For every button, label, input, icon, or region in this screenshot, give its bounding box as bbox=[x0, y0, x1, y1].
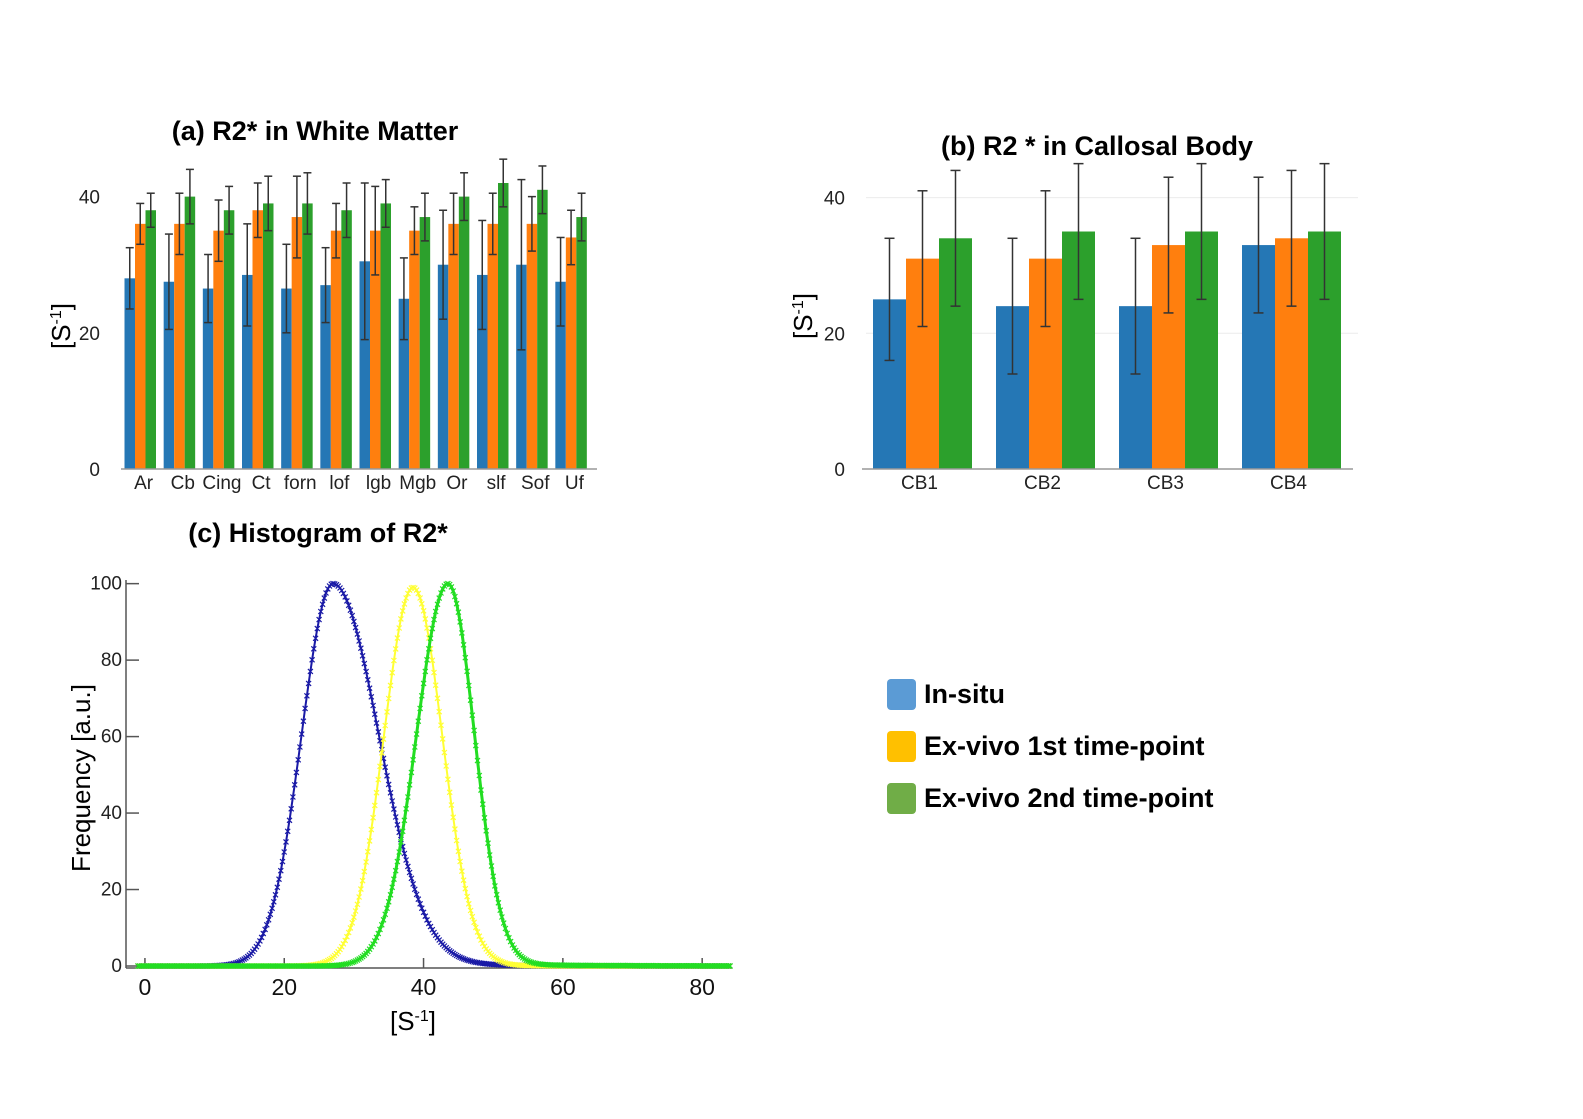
x-tick-label: CB1 bbox=[901, 473, 938, 494]
chart-c-histogram: (c) Histogram of R2* 0 20 40 60 80 100 0 20 40 6… bbox=[66, 518, 733, 1036]
x-tick-label: forn bbox=[284, 473, 317, 494]
chart-b-callosal-body: (b) R2 * in Callosal Body 0 20 40 CB1 CB2 CB… bbox=[788, 131, 1358, 494]
bar-ex-vivo-2nd-time-point bbox=[458, 196, 470, 469]
bar-ex-vivo-1st-time-point bbox=[213, 230, 224, 469]
legend-item-insitu: In-situ bbox=[887, 668, 1214, 720]
chart-c-x-axis-label: [S-1] bbox=[390, 1006, 436, 1036]
bar-ex-vivo-2nd-time-point bbox=[223, 210, 235, 469]
bar-ex-vivo-1st-time-point bbox=[330, 230, 342, 469]
bar-ex-vivo-2nd-time-point bbox=[184, 196, 196, 469]
legend-item-exvivo-1st: Ex-vivo 1st time-point bbox=[887, 720, 1214, 772]
bar-ex-vivo-2nd-time-point bbox=[419, 217, 431, 469]
hist-series-ex-vivo-2nd-time-point-markers bbox=[135, 580, 733, 969]
chart-a-white-matter: (a) R2* in White Matter 0 20 40 Ar Cb Cing Ct… bbox=[46, 116, 597, 494]
bar-in-situ bbox=[359, 261, 370, 469]
bar-in-situ bbox=[163, 281, 175, 469]
chart-c-title: (c) Histogram of R2* bbox=[188, 518, 448, 548]
bar-ex-vivo-2nd-time-point bbox=[263, 203, 274, 469]
x-tick-label: slf bbox=[487, 473, 507, 494]
legend-swatch-insitu bbox=[887, 678, 916, 710]
y-tick-label: 40 bbox=[824, 189, 845, 210]
x-tick-label: 0 bbox=[139, 974, 152, 1000]
bar-ex-vivo-2nd-time-point bbox=[145, 210, 156, 469]
y-tick-label: 20 bbox=[824, 324, 845, 345]
bar-in-situ bbox=[516, 264, 527, 469]
bar-ex-vivo-2nd-time-point bbox=[341, 210, 352, 469]
bar-in-situ bbox=[281, 288, 292, 469]
bar-ex-vivo-1st-time-point bbox=[448, 223, 459, 469]
chart-b-y-axis-label: [S-1] bbox=[788, 293, 818, 339]
bar-in-situ bbox=[555, 281, 566, 469]
y-tick-label: 20 bbox=[79, 324, 100, 345]
x-tick-label: Sof bbox=[521, 473, 550, 494]
x-tick-label: CB3 bbox=[1147, 473, 1184, 494]
x-tick-label: Cing bbox=[202, 473, 241, 494]
bar-ex-vivo-1st-time-point bbox=[409, 230, 420, 469]
bar-ex-vivo-2nd-time-point bbox=[380, 203, 391, 469]
bar-ex-vivo-2nd-time-point bbox=[537, 189, 548, 470]
legend-item-exvivo-2nd: Ex-vivo 2nd time-point bbox=[887, 772, 1214, 824]
x-tick-label: Uf bbox=[565, 473, 585, 494]
y-tick-label: 0 bbox=[111, 956, 122, 977]
bar-ex-vivo-1st-time-point bbox=[526, 223, 538, 469]
chart-c-y-axis-label: Frequency [a.u.] bbox=[66, 684, 96, 872]
x-tick-label: Cb bbox=[171, 473, 195, 494]
bar-in-situ bbox=[437, 264, 449, 469]
bar-ex-vivo-1st-time-point bbox=[174, 223, 185, 469]
bar-ex-vivo-1st-time-point bbox=[370, 230, 381, 469]
bar-ex-vivo-2nd-time-point bbox=[576, 217, 587, 469]
chart-a-y-axis-label: [S-1] bbox=[46, 303, 76, 349]
bar-in-situ bbox=[477, 274, 488, 469]
x-tick-label: 80 bbox=[689, 974, 715, 1000]
x-tick-label: Or bbox=[446, 473, 468, 494]
x-tick-label: lof bbox=[329, 473, 350, 494]
y-tick-label: 40 bbox=[101, 803, 122, 824]
y-tick-label: 20 bbox=[101, 880, 122, 901]
x-tick-label: Ct bbox=[252, 473, 272, 494]
x-tick-label: 60 bbox=[550, 974, 576, 1000]
legend-label-exvivo-2nd: Ex-vivo 2nd time-point bbox=[924, 782, 1214, 813]
chart-a-title: (a) R2* in White Matter bbox=[172, 116, 459, 146]
hist-series-in-situ bbox=[138, 582, 731, 967]
x-tick-label: CB4 bbox=[1270, 473, 1307, 494]
y-tick-label: 100 bbox=[90, 574, 122, 595]
bar-in-situ bbox=[320, 285, 331, 469]
bar-in-situ bbox=[202, 288, 214, 469]
chart-b-title: (b) R2 * in Callosal Body bbox=[941, 131, 1253, 161]
y-tick-label: 0 bbox=[834, 460, 845, 481]
x-tick-label: Mgb bbox=[399, 473, 436, 494]
bar-in-situ bbox=[398, 298, 410, 469]
bar-ex-vivo-1st-time-point bbox=[565, 237, 577, 469]
bar-ex-vivo-2nd-time-point bbox=[302, 203, 313, 469]
x-tick-label: 20 bbox=[271, 974, 297, 1000]
hist-series-ex-vivo-1st-time-point bbox=[138, 586, 730, 967]
legend-label-exvivo-1st: Ex-vivo 1st time-point bbox=[924, 730, 1205, 761]
y-tick-label: 0 bbox=[89, 460, 100, 481]
legend: In-situ Ex-vivo 1st time-point Ex-vivo 2… bbox=[887, 668, 1214, 824]
y-tick-label: 40 bbox=[79, 188, 100, 209]
y-tick-label: 60 bbox=[101, 727, 122, 748]
bar-ex-vivo-2nd-time-point bbox=[498, 183, 509, 469]
y-tick-label: 80 bbox=[101, 650, 122, 671]
bar-ex-vivo-1st-time-point bbox=[135, 223, 146, 469]
hist-series-ex-vivo-1st-time-point-markers bbox=[135, 584, 733, 969]
bar-in-situ bbox=[242, 274, 253, 469]
hist-series-ex-vivo-2nd-time-point bbox=[138, 581, 730, 968]
x-tick-label: lgb bbox=[366, 473, 391, 494]
hist-series-in-situ-markers bbox=[135, 580, 733, 969]
x-tick-label: Ar bbox=[134, 473, 154, 494]
bar-ex-vivo-1st-time-point bbox=[291, 217, 303, 469]
bar-ex-vivo-1st-time-point bbox=[252, 210, 263, 469]
legend-swatch-exvivo-1st bbox=[887, 730, 916, 762]
legend-label-insitu: In-situ bbox=[924, 678, 1005, 709]
x-tick-label: 40 bbox=[411, 974, 437, 1000]
bar-in-situ bbox=[124, 278, 135, 469]
legend-swatch-exvivo-2nd bbox=[887, 782, 916, 814]
x-tick-label: CB2 bbox=[1024, 473, 1061, 494]
bar-ex-vivo-1st-time-point bbox=[487, 223, 498, 469]
